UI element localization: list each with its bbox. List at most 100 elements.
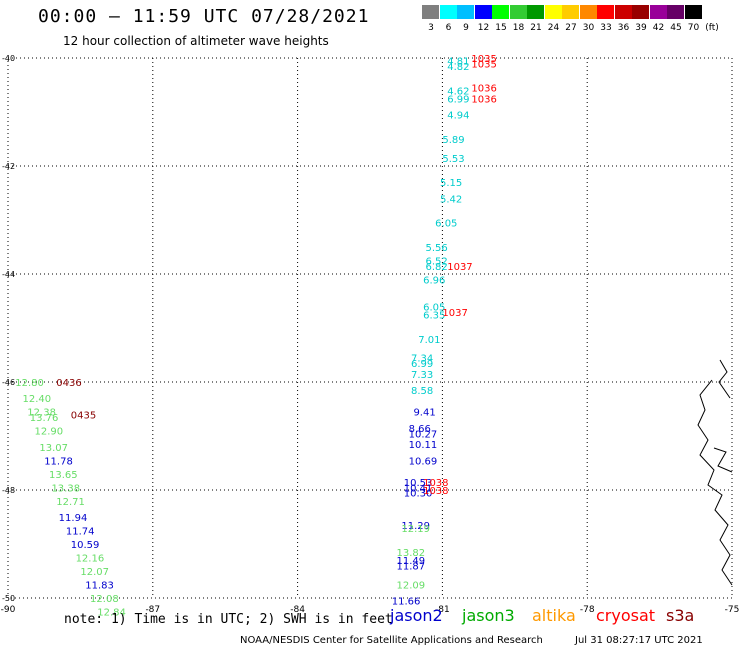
- longitude-label: -90: [1, 605, 16, 615]
- wave-height-label: 10.53: [404, 478, 433, 489]
- wave-height-label: 6.99: [447, 95, 469, 106]
- legend-swatch: [684, 5, 702, 19]
- wave-height-label: 12.08: [90, 594, 119, 605]
- legend-swatch: [439, 5, 457, 19]
- latitude-label: -40: [2, 54, 15, 63]
- legend-label: 33: [600, 23, 612, 33]
- legend-swatch: [509, 5, 527, 19]
- wave-height-label: 12.71: [56, 497, 85, 508]
- wave-height-label: 1037: [442, 308, 467, 319]
- page-title: 00:00 – 11:59 UTC 07/28/2021: [38, 6, 370, 27]
- satellite-jason3: jason3: [462, 606, 515, 625]
- coastline: [697, 359, 733, 586]
- legend-label: 42: [652, 23, 665, 33]
- wave-height-label: 7.33: [411, 370, 433, 381]
- legend-label: 45: [670, 23, 682, 33]
- satellite-cryosat: cryosat: [596, 606, 656, 625]
- wave-height-label: 0436: [56, 378, 81, 389]
- latitude-label: -42: [2, 162, 15, 171]
- wave-height-label: 4.94: [447, 111, 469, 122]
- legend-swatch: [474, 5, 492, 19]
- legend-label: 24: [547, 23, 560, 33]
- wave-height-label: 5.89: [442, 135, 464, 146]
- legend-label: 70: [687, 23, 700, 33]
- wave-height-label: 4.81: [447, 57, 469, 68]
- legend-label: 9: [463, 23, 469, 33]
- wave-height-label: 1035: [471, 54, 496, 65]
- wave-height-label: 12.38: [27, 408, 56, 419]
- legend-swatch: [544, 5, 562, 19]
- wave-height-label: 6.99: [411, 359, 433, 370]
- legend-swatch: [614, 5, 632, 19]
- wave-height-label: 0435: [71, 410, 96, 421]
- satellite-s3a: s3a: [666, 606, 695, 625]
- legend-swatch: [632, 5, 649, 19]
- latitude-label: -46: [2, 378, 15, 387]
- wave-height-label: 5.42: [440, 194, 462, 205]
- wave-height-label: 11.66: [392, 597, 421, 608]
- wave-height-label: 11.78: [44, 456, 73, 467]
- legend-label: 3: [428, 23, 434, 33]
- legend-swatch: [562, 5, 579, 19]
- wave-height-label: 6.05: [435, 219, 457, 230]
- wave-height-label: 5.15: [440, 178, 462, 189]
- wave-height-label: 5.56: [426, 243, 448, 254]
- longitude-label: -87: [145, 605, 160, 615]
- wave-height-label: 13.65: [49, 470, 78, 481]
- wave-height-label: 12.19: [401, 524, 430, 535]
- wave-height-label: 1037: [447, 262, 472, 273]
- legend-label: 12: [477, 23, 490, 33]
- legend-swatch: [597, 5, 614, 19]
- legend-swatch: [527, 5, 544, 19]
- legend-label: 21: [530, 23, 542, 33]
- wave-height-label: 10.69: [409, 456, 438, 467]
- wave-height-label: 1036: [471, 95, 496, 106]
- wave-height-label: 10.27: [409, 429, 438, 440]
- wave-height-label: 12.16: [76, 554, 105, 565]
- wave-height-label: 9.41: [413, 408, 435, 419]
- wave-height-label: 7.34: [411, 354, 433, 365]
- wave-height-label: 4.82: [447, 62, 469, 73]
- legend-swatch: [649, 5, 667, 19]
- note-text: note: 1) Time is in UTC; 2) SWH is in fe…: [64, 612, 393, 627]
- wave-height-label: 6.96: [423, 275, 445, 286]
- footer-credit: NOAA/NESDIS Center for Satellite Applica…: [240, 635, 543, 646]
- legend-label: 6: [445, 23, 452, 33]
- wave-height-label: 11.94: [59, 513, 88, 524]
- map-frame: [7, 57, 733, 599]
- footer-timestamp: Jul 31 08:27:17 UTC 2021: [575, 635, 703, 646]
- wave-height-label: 6.82: [426, 262, 448, 273]
- wave-height-label: 1036: [471, 84, 496, 95]
- page-subtitle: 12 hour collection of altimeter wave hei…: [63, 34, 329, 48]
- wave-height-label: 13.07: [39, 443, 68, 454]
- latitude-label: -50: [2, 594, 15, 603]
- longitude-label: -81: [435, 605, 450, 615]
- legend-label: 39: [635, 23, 647, 33]
- wave-height-label: 8.58: [411, 386, 433, 397]
- wave-height-label: 8.66: [409, 424, 431, 435]
- legend-unit: (ft): [705, 23, 719, 33]
- wave-height-label: 10.11: [409, 440, 438, 451]
- satellite-jason2: jason2: [390, 606, 443, 625]
- wave-height-label: 10.41: [404, 483, 433, 494]
- wave-height-label: 4.62: [447, 86, 469, 97]
- wave-height-label: 12.09: [397, 581, 426, 592]
- wave-height-label: 11.49: [397, 556, 426, 567]
- wave-height-label: 5.53: [442, 154, 464, 165]
- wave-height-label: 7.01: [418, 335, 440, 346]
- wave-height-label: 13.76: [30, 413, 59, 424]
- wave-height-label: 1038: [423, 478, 448, 489]
- legend-swatch: [579, 5, 597, 19]
- wave-height-label: 11.83: [85, 581, 114, 592]
- wave-height-label: 13.82: [397, 548, 426, 559]
- longitude-label: -78: [580, 605, 595, 615]
- latitude-label: -44: [2, 270, 15, 279]
- wave-height-label: 6.35: [423, 311, 445, 322]
- wave-height-label: 10.59: [71, 540, 100, 551]
- wave-height-label: 6.52: [426, 257, 448, 268]
- legend-swatch: [422, 5, 439, 19]
- wave-height-label: 11.87: [397, 562, 426, 573]
- legend-label: 27: [565, 23, 577, 33]
- wave-height-label: 12.07: [80, 567, 109, 578]
